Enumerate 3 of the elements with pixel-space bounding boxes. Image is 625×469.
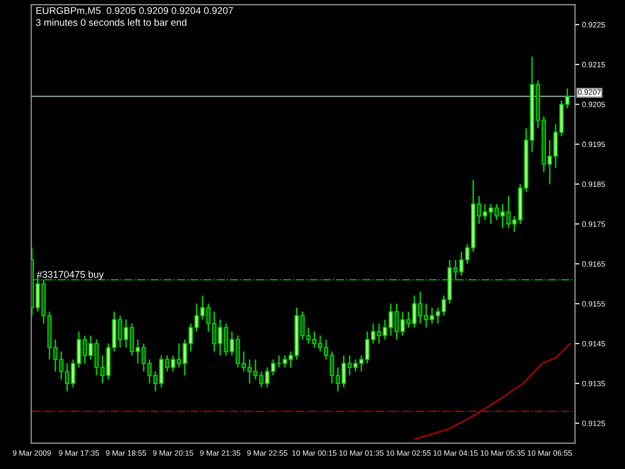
ref-line-label: #33170475 buy	[36, 270, 104, 280]
chart-title: EURGBPm,M5 0.9205 0.9209 0.9204 0.9207	[36, 7, 233, 16]
text: 3 minutes 0 seconds left to bar end	[36, 18, 186, 26]
